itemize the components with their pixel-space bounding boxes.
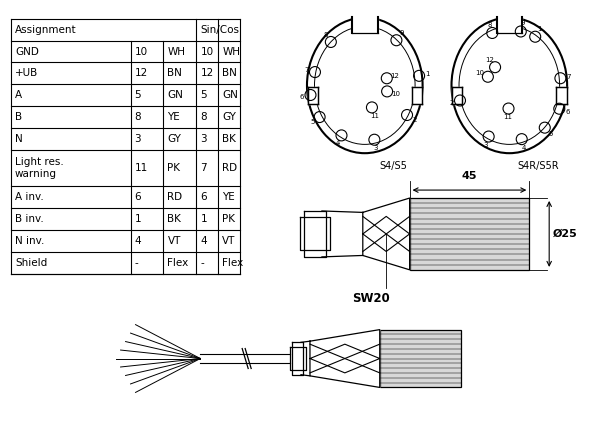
Text: N: N [15,134,23,144]
Text: WH: WH [222,46,240,57]
Text: 1: 1 [200,214,207,224]
Text: 9: 9 [520,20,525,26]
Bar [556,87,567,104]
Text: 12: 12 [200,68,213,79]
Text: GND: GND [15,46,39,57]
Text: 8: 8 [135,112,141,122]
Text: 5: 5 [135,91,141,100]
Text: GY: GY [222,112,236,122]
Text: N inv.: N inv. [15,236,44,246]
Text: 12: 12 [135,68,148,79]
Text: 12: 12 [391,73,400,79]
Text: 4: 4 [522,144,526,151]
Polygon shape [310,330,380,388]
Text: 2: 2 [450,100,454,106]
Bar [452,87,463,104]
Bar [410,198,529,270]
Text: Ø25: Ø25 [553,229,578,239]
Bar [412,87,422,104]
Text: BK: BK [222,134,236,144]
Text: BK: BK [168,214,182,224]
Bar [380,330,462,388]
Text: 7: 7 [567,74,572,80]
Text: 8: 8 [487,22,492,28]
Text: 9: 9 [399,30,404,36]
Bar [496,13,522,34]
Text: 8: 8 [323,32,328,38]
Text: 11: 11 [504,114,513,120]
Text: 3: 3 [483,142,487,148]
Text: Light res.
warning: Light res. warning [15,157,64,179]
Text: BN: BN [168,68,182,79]
Text: YE: YE [222,192,235,202]
Text: 3: 3 [135,134,141,144]
Text: 5: 5 [310,119,314,125]
Text: RD: RD [168,192,183,202]
Text: 10: 10 [475,71,484,76]
Text: 3: 3 [374,145,378,151]
Text: 5: 5 [548,131,552,137]
Text: 8: 8 [200,112,207,122]
Text: -: - [135,258,138,268]
Bar [352,13,377,34]
Text: 11: 11 [370,113,379,119]
Text: GY: GY [168,134,182,144]
Text: 45: 45 [462,171,477,181]
Text: 1: 1 [537,26,542,32]
Text: A: A [15,91,22,100]
Text: 2: 2 [412,117,416,123]
Text: 7: 7 [304,67,309,73]
Text: 10: 10 [135,46,148,57]
Text: S4/S5: S4/S5 [380,161,407,171]
Polygon shape [363,198,410,270]
Text: 6: 6 [299,94,304,99]
Text: 6: 6 [200,192,207,202]
Text: 7: 7 [200,163,207,173]
Text: 4: 4 [135,236,141,246]
Text: Sin/Cos: Sin/Cos [200,25,239,34]
Text: SW20: SW20 [352,292,390,305]
Text: 10: 10 [200,46,213,57]
Text: 5: 5 [200,91,207,100]
Text: PK: PK [222,214,235,224]
Text: WH: WH [168,46,186,57]
Text: 3: 3 [200,134,207,144]
Text: Assignment: Assignment [15,25,76,34]
Text: VT: VT [168,236,181,246]
Text: 10: 10 [391,91,400,96]
Text: 1: 1 [135,214,141,224]
Text: GN: GN [168,91,183,100]
Text: Flex: Flex [168,258,189,268]
Text: 1: 1 [426,71,430,77]
Text: -: - [200,258,204,268]
Text: A inv.: A inv. [15,192,44,202]
Text: +UB: +UB [15,68,38,79]
Text: B inv.: B inv. [15,214,44,224]
Text: VT: VT [222,236,236,246]
Text: 4: 4 [200,236,207,246]
Text: RD: RD [222,163,237,173]
Text: 6: 6 [565,109,570,116]
Text: GN: GN [222,91,238,100]
Text: 11: 11 [135,163,148,173]
Text: 4: 4 [335,140,340,146]
Text: S4R/S5R: S4R/S5R [517,161,559,171]
Text: Shield: Shield [15,258,47,268]
Text: Flex: Flex [222,258,243,268]
Text: YE: YE [168,112,180,122]
Text: B: B [15,112,22,122]
Text: PK: PK [168,163,180,173]
Text: 6: 6 [135,192,141,202]
Text: BN: BN [222,68,237,79]
Bar [308,87,318,104]
Text: 12: 12 [485,57,494,63]
